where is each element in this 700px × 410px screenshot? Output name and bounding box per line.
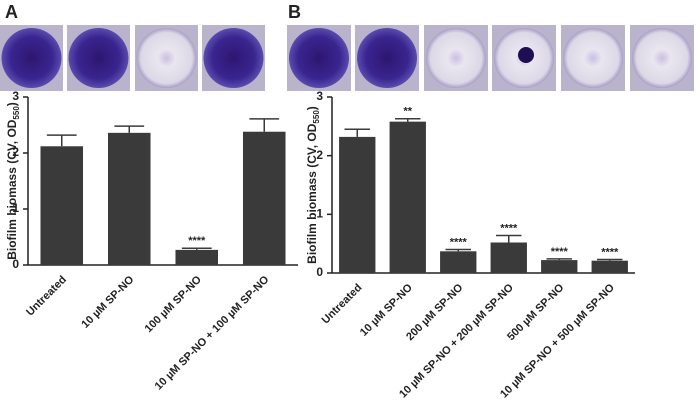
panel-label: A (5, 2, 18, 22)
significance-label: ** (403, 106, 412, 118)
x-tick-label: 10 µM SP-NO + 200 µM SP-NO (397, 281, 516, 400)
bar (40, 146, 84, 265)
bar (339, 136, 376, 273)
y-axis-label-text: Biofilm biomass (CV, OD (305, 123, 319, 264)
bar (591, 260, 628, 273)
x-tick-label: 10 µM SP-NO + 500 µM SP-NO (498, 281, 617, 400)
significance-label: **** (450, 237, 468, 249)
y-tick-label: 2 (316, 148, 323, 162)
significance-label: **** (188, 235, 206, 247)
well (632, 28, 692, 88)
y-axis-label-suffix: ) (305, 106, 319, 110)
bar (175, 249, 219, 265)
well (1, 28, 62, 88)
significance-label: **** (601, 247, 619, 259)
bar (541, 260, 578, 273)
x-tick-label: Untreated (320, 282, 365, 327)
y-axis-label-suffix: ) (5, 102, 19, 106)
well (357, 28, 417, 88)
significance-label: **** (551, 246, 569, 258)
x-tick-label: 100 µM SP-NO (143, 273, 205, 335)
y-axis-label-text: Biofilm biomass (CV, OD (5, 119, 19, 260)
bar (242, 131, 286, 265)
well (68, 28, 129, 88)
x-tick-label: 10 µM SP-NO + 100 µM SP-NO (153, 273, 272, 392)
y-tick-label: 3 (12, 89, 19, 103)
x-tick-label: 10 µM SP-NO (358, 281, 415, 338)
y-axis-label-subscript: 550 (312, 110, 321, 124)
y-axis-label: Biofilm biomass (CV, OD550) (305, 106, 321, 264)
x-tick-label: Untreated (24, 274, 69, 319)
well-spot (518, 47, 534, 63)
well (203, 28, 264, 88)
y-tick-label: 1 (316, 207, 323, 221)
y-tick-label: 1 (12, 201, 19, 215)
bar (107, 132, 151, 265)
bar (490, 242, 527, 273)
y-axis-label: Biofilm biomass (CV, OD550) (5, 102, 21, 260)
well (289, 28, 349, 88)
well (136, 28, 197, 88)
y-tick-label: 3 (316, 89, 323, 103)
bar (389, 121, 426, 273)
y-tick-label: 0 (316, 265, 323, 279)
well (563, 28, 623, 88)
bar (440, 251, 477, 273)
well (426, 28, 486, 88)
panel-label: B (288, 2, 301, 22)
y-axis-label-subscript: 550 (12, 106, 21, 120)
y-tick-label: 2 (12, 145, 19, 159)
significance-label: **** (500, 222, 518, 234)
y-tick-label: 0 (12, 257, 19, 271)
x-tick-label: 10 µM SP-NO (79, 273, 136, 330)
